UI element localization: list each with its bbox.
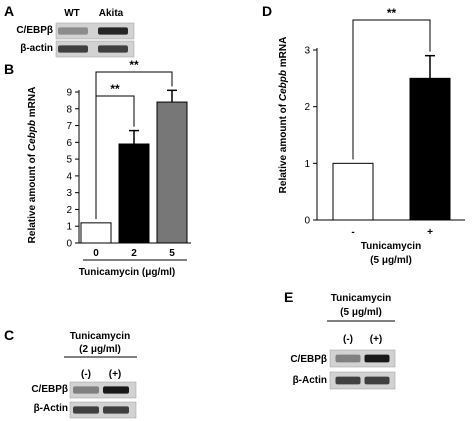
lane-label-plus-e: (+)	[370, 334, 383, 345]
x-tick-label: 0	[93, 248, 99, 259]
blot-band	[335, 354, 361, 363]
blot-strip	[55, 22, 135, 40]
blot-e	[329, 349, 396, 390]
lane-label-plus-c: (+)	[109, 369, 122, 380]
panel-letter-d: D	[262, 3, 272, 19]
blot-band	[73, 406, 99, 414]
y-tick-label: 3	[304, 46, 310, 57]
panel-letter-e: E	[284, 289, 293, 305]
lane-label-wt: WT	[64, 8, 80, 19]
significance-bracket	[95, 71, 173, 219]
x-axis-label-b: Tunicamycin (μg/ml)	[79, 267, 176, 278]
panel-d: D Relative amount of Cebpb mRNA 0 1 2 3 - + **…	[262, 3, 465, 266]
x-tick-label: +	[427, 227, 433, 238]
treatment-label-c: Tunicamycin	[70, 331, 130, 342]
bar	[332, 162, 374, 221]
significance-label: **	[129, 58, 139, 72]
blot-band	[73, 386, 99, 394]
panel-e: E Tunicamycin (5 μg/ml) (-) (+) C/EBPβ β…	[284, 289, 396, 390]
y-tick-label: 1	[66, 222, 72, 233]
blot-band	[364, 354, 390, 363]
row-label-actin-c: β-Actin	[34, 403, 68, 414]
panel-letter-c: C	[4, 327, 14, 343]
y-tick-label: 0	[66, 239, 72, 250]
x-axis-label-d: Tunicamycin	[361, 241, 421, 252]
blot-strip	[329, 371, 396, 390]
y-tick-label: 6	[66, 138, 72, 149]
lane-label-minus-c: (-)	[81, 369, 91, 380]
bar	[118, 143, 150, 244]
x-tick-label: 2	[131, 248, 137, 259]
chart-b: 0 1 2 3 4 5 6 7 8 9 0 2 5 ** **	[66, 58, 191, 261]
blot-strip	[329, 349, 396, 368]
dose-label-c: (2 μg/ml)	[79, 344, 121, 355]
significance-label: **	[110, 82, 120, 96]
blot-a	[55, 22, 135, 58]
panel-b: B Relative amount of Cebpb mRNA 0 1 2 3 4 5 6 7…	[4, 58, 191, 278]
panel-a: A WT Akita C/EBPβ β-actin	[4, 3, 135, 58]
y-axis-label-b: Relative amount of Cebpb mRNA	[27, 87, 38, 244]
row-label-cebpb-c: C/EBPβ	[31, 384, 68, 395]
y-tick-label: 1	[304, 159, 310, 170]
blot-band	[58, 27, 88, 35]
y-tick-label: 0	[304, 216, 310, 227]
x-tick-label: -	[351, 227, 354, 238]
row-label-actin-e: β-Actin	[293, 375, 327, 386]
y-tick-label: 2	[66, 205, 72, 216]
y-tick-label: 8	[66, 104, 72, 115]
y-tick-label: 4	[66, 171, 72, 182]
bar	[156, 101, 188, 244]
blot-strip	[55, 40, 135, 58]
panel-letter-a: A	[4, 3, 14, 19]
blot-band	[364, 376, 390, 385]
lane-label-minus-e: (-)	[343, 334, 353, 345]
row-label-actin: β-actin	[20, 43, 53, 54]
blot-band	[103, 406, 129, 414]
blot-band	[98, 27, 128, 35]
row-label-cebpb: C/EBPβ	[16, 25, 53, 36]
panel-c: C Tunicamycin (2 μg/ml) (-) (+) C/EBPβ β…	[4, 327, 137, 419]
x-axis-dose-d: (5 μg/ml)	[370, 255, 412, 266]
y-axis-label-d: Relative amount of Cebpb mRNA	[278, 37, 289, 194]
chart-d: 0 1 2 3 - + **	[304, 6, 465, 238]
bar	[409, 77, 451, 221]
blot-band	[103, 386, 129, 394]
y-tick-label: 3	[66, 188, 72, 199]
panel-letter-b: B	[4, 61, 14, 77]
blot-band	[335, 376, 361, 385]
row-label-cebpb-e: C/EBPβ	[290, 354, 327, 365]
dose-label-e: (5 μg/ml)	[340, 307, 382, 318]
blot-band	[58, 45, 88, 53]
blot-c	[69, 381, 137, 419]
bar	[80, 222, 112, 244]
blot-band	[98, 45, 128, 53]
y-tick-label: 2	[304, 102, 310, 113]
y-tick-label: 7	[66, 121, 72, 132]
significance-label: **	[387, 6, 397, 20]
lane-label-akita: Akita	[99, 8, 124, 19]
significance-bracket	[352, 19, 431, 160]
y-tick-label: 9	[66, 88, 72, 99]
treatment-label-e: Tunicamycin	[331, 293, 391, 304]
y-tick-label: 5	[66, 155, 72, 166]
x-tick-label: 5	[169, 248, 175, 259]
